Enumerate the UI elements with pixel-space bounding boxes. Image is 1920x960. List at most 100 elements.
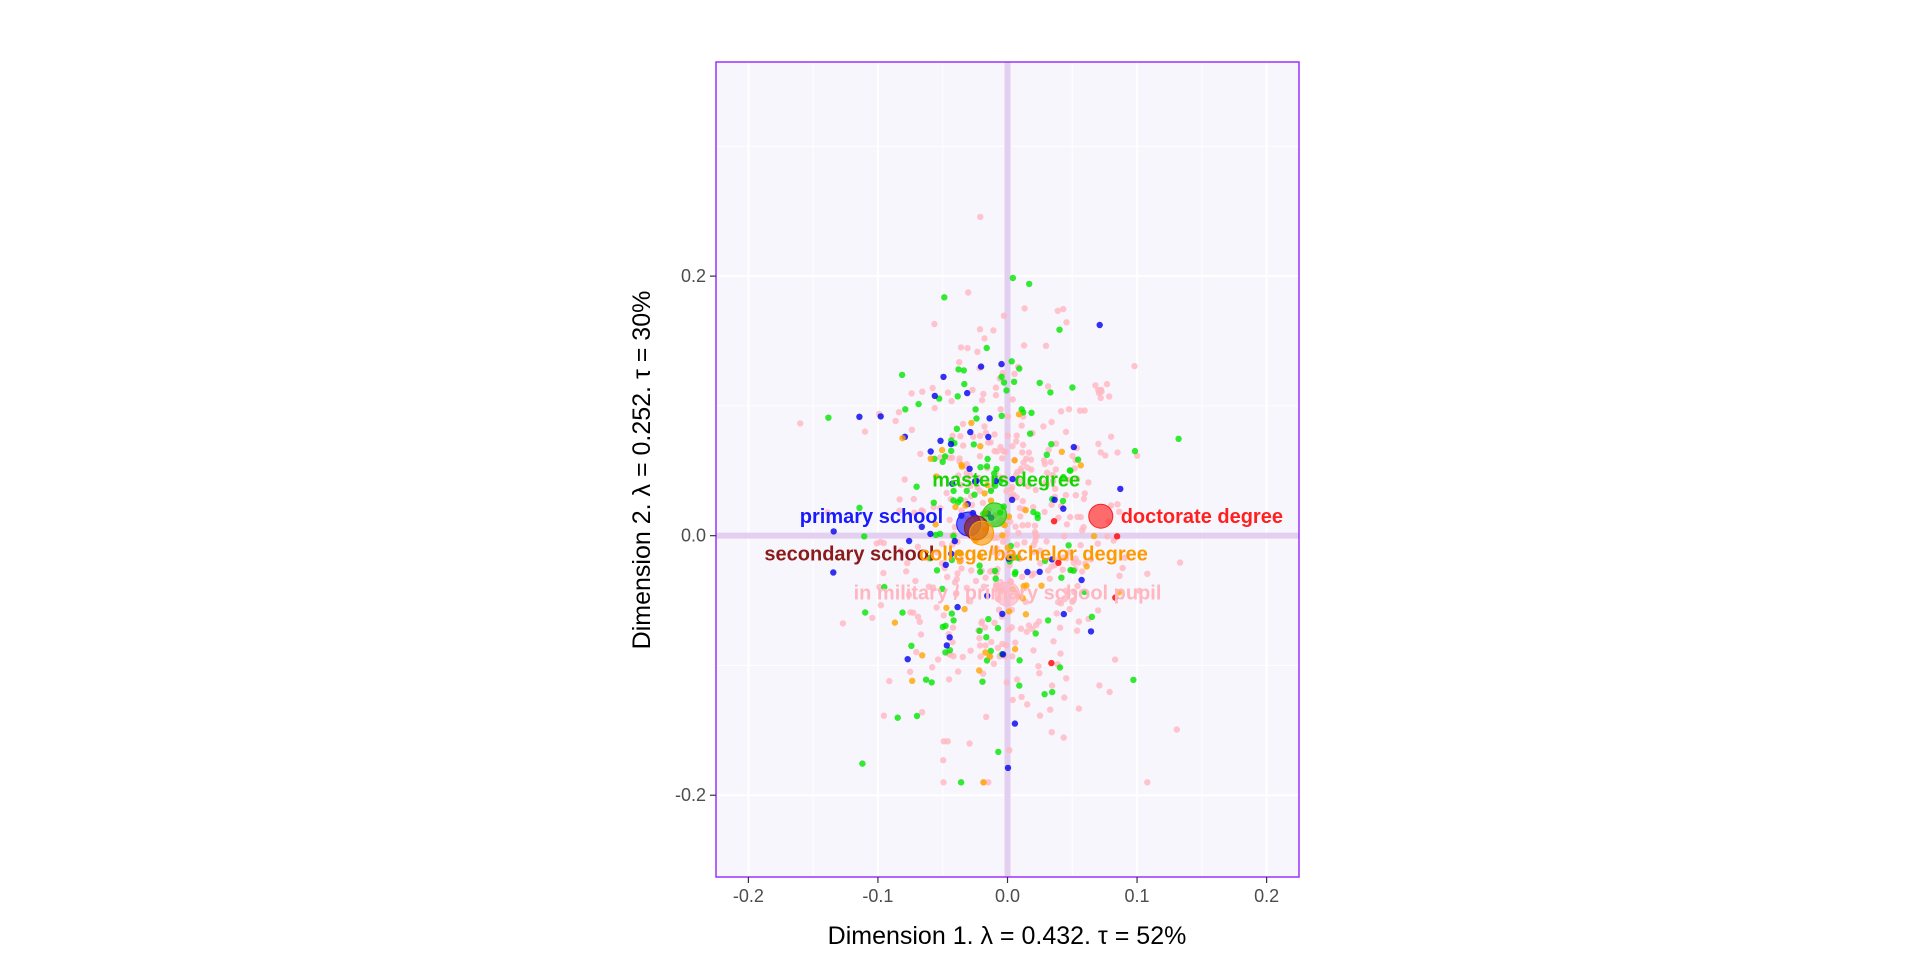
individual-point [1063,521,1071,528]
individual-point [940,779,947,786]
individual-point [945,676,953,683]
individual-point [946,647,954,654]
individual-point [897,547,905,554]
individual-point [914,613,922,620]
individual-point [1106,688,1113,696]
individual-point [1078,576,1085,584]
individual-point [839,620,847,627]
individual-point [1012,523,1019,530]
individual-point [984,481,991,489]
individual-point [982,574,989,581]
individual-point [1008,358,1015,365]
individual-point [919,652,926,659]
individual-point [1013,432,1020,439]
individual-point [944,738,951,745]
individual-point [1059,566,1066,573]
individual-point [1036,712,1044,719]
individual-point [937,504,944,512]
individual-point [1104,533,1111,540]
individual-point [966,465,973,472]
category-label: masters degree [932,469,1080,491]
individual-point [976,553,984,560]
individual-point [983,713,990,721]
individual-point [904,656,911,663]
individual-point [859,760,866,767]
individual-point [948,397,955,405]
individual-point [1054,599,1062,606]
individual-point [955,472,962,479]
individual-point [1059,497,1067,505]
individual-point [1043,538,1050,545]
individual-point [1022,611,1030,618]
individual-point [1006,747,1013,754]
individual-point [830,569,837,576]
individual-point [1102,452,1109,459]
individual-point [982,649,989,656]
individual-point [1043,469,1051,476]
individual-point [994,644,1002,651]
individual-point [1066,549,1073,556]
individual-point [1106,393,1113,400]
individual-point [904,559,911,567]
individual-point [1076,407,1084,414]
individual-point [1019,595,1026,602]
category-label: college/bachelor degree [919,543,1148,565]
individual-point [902,406,909,413]
individual-point [1116,572,1123,579]
individual-point [1036,379,1043,387]
individual-point [928,679,935,686]
individual-point [972,406,979,413]
individual-point [1005,626,1013,633]
individual-point [1095,387,1102,394]
individual-point [1020,582,1027,590]
individual-point [999,532,1006,539]
individual-point [1077,462,1085,469]
individual-point [1004,413,1012,420]
individual-point [950,532,957,540]
individual-point [1075,618,1083,625]
individual-point [1061,694,1068,701]
individual-point [1032,486,1040,494]
individual-point [1042,342,1050,349]
individual-point [963,584,970,591]
individual-point [977,213,984,221]
individual-point [938,540,946,547]
individual-point [940,612,947,619]
individual-point [971,478,979,485]
individual-point [1092,382,1099,389]
individual-point [998,412,1005,419]
individual-point [958,565,965,572]
individual-point [1044,383,1052,390]
individual-point [986,415,993,422]
individual-point [1022,507,1029,514]
individual-point [919,388,926,395]
individual-point [1030,504,1037,511]
individual-point [990,327,997,334]
individual-point [970,433,977,440]
individual-point [1036,547,1044,554]
individual-point [936,530,944,537]
x-tick-label: 0.1 [1125,886,1150,906]
individual-point [995,748,1002,756]
individual-point [959,420,967,428]
individual-point [1088,613,1096,620]
individual-point [1004,544,1011,551]
individual-point [1064,591,1071,598]
individual-point [1031,522,1039,529]
individual-point [997,406,1004,413]
individual-point [1014,554,1022,561]
individual-point [1019,441,1027,449]
individual-point [998,373,1005,380]
individual-point [1010,378,1018,385]
individual-point [1073,475,1081,482]
individual-point [991,431,998,438]
individual-point [1041,557,1049,564]
individual-point [1060,610,1068,618]
individual-point [908,390,915,397]
individual-point [931,404,938,412]
individual-point [991,447,998,455]
individual-point [1036,670,1043,677]
individual-point [992,575,999,582]
individual-point [999,651,1007,658]
